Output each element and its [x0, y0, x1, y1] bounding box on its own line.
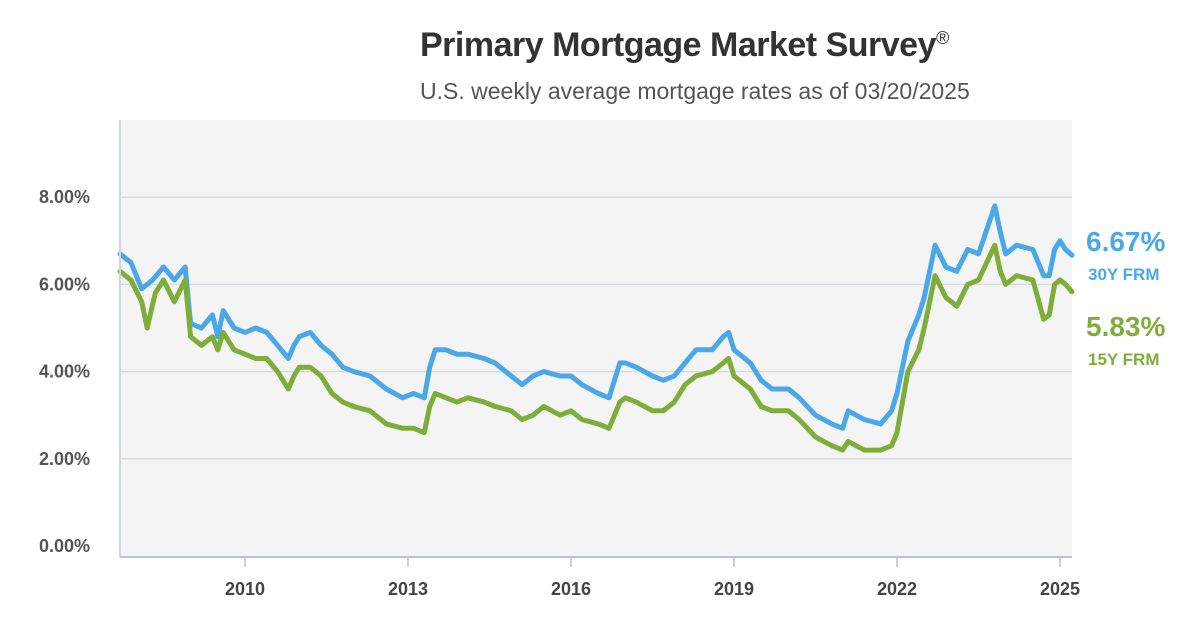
- series-15y-frm-line: [117, 242, 1075, 453]
- x-tick-label: 2013: [388, 579, 428, 599]
- series-15y-end-value: 5.83%: [1086, 311, 1166, 342]
- y-tick-label: 8.00%: [39, 187, 90, 207]
- chart-title: Primary Mortgage Market Survey®: [420, 26, 949, 64]
- y-tick-label: 6.00%: [39, 274, 90, 294]
- y-tick-label: 0.00%: [39, 536, 90, 556]
- x-tick-label: 2010: [225, 579, 265, 599]
- x-tick-label: 2025: [1040, 579, 1080, 599]
- series-30y-label: 30Y FRM: [1088, 265, 1160, 284]
- series-30y-end-value: 6.67%: [1086, 226, 1166, 257]
- plot-background: [120, 120, 1072, 557]
- y-tick-label: 4.00%: [39, 362, 90, 382]
- x-tick-label: 2019: [714, 579, 754, 599]
- series-lines: [117, 203, 1075, 453]
- series-15y-label: 15Y FRM: [1088, 350, 1160, 369]
- registered-mark: ®: [935, 28, 949, 48]
- y-tick-label: 2.00%: [39, 449, 90, 469]
- x-tick-label: 2022: [877, 579, 917, 599]
- chart-subtitle: U.S. weekly average mortgage rates as of…: [420, 78, 970, 104]
- series-30y-frm-line: [117, 203, 1075, 431]
- x-tick-label: 2016: [551, 579, 591, 599]
- x-axis-ticks: 2010 2013 2016 2019 2022 2025: [225, 557, 1080, 599]
- y-axis-ticks: 0.00% 2.00% 4.00% 6.00% 8.00%: [39, 187, 90, 556]
